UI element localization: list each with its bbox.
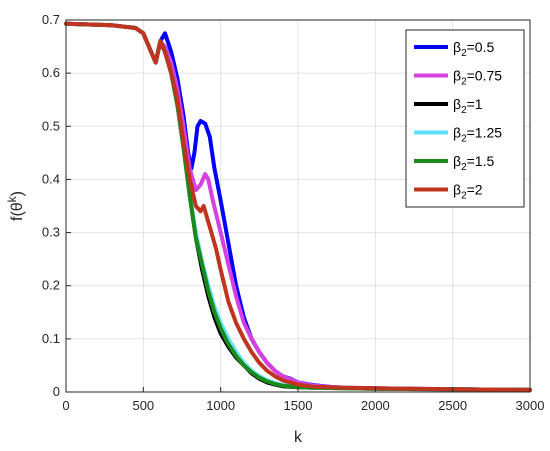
y-axis-ticks: 0 0.1 0.2 0.3 0.4 0.5 0.6 0.7 [42,12,71,399]
series-line-5 [64,21,532,392]
legend-label: β2=1.25 [453,125,502,145]
y-tick-label: 0.6 [42,65,60,80]
x-tick-label: 1500 [284,398,313,413]
y-tick-label: 0.5 [42,118,60,133]
legend-box [405,29,525,208]
y-tick-label: 0.3 [42,225,60,240]
y-tick-label: 0 [53,384,60,399]
x-tick-label: 500 [132,398,154,413]
x-tick-label: 0 [62,398,69,413]
y-tick-label: 0.4 [42,171,60,186]
x-tick-label: 2500 [438,398,467,413]
legend-label: β2=1 [453,96,483,116]
legend-label: β2=2 [453,182,483,202]
x-tick-label: 3000 [516,398,545,413]
x-axis-label: k [294,429,303,446]
y-tick-label: 0.1 [42,331,60,346]
y-tick-label: 0.7 [42,12,60,27]
legend-label: β2=0.5 [453,39,494,59]
y-axis-label: f(θk) [5,191,26,221]
x-tick-label: 1000 [206,398,235,413]
y-tick-label: 0.2 [42,278,60,293]
x-axis-ticks: 0 500 1000 1500 2000 2500 3000 [62,387,544,413]
x-tick-label: 2000 [361,398,390,413]
